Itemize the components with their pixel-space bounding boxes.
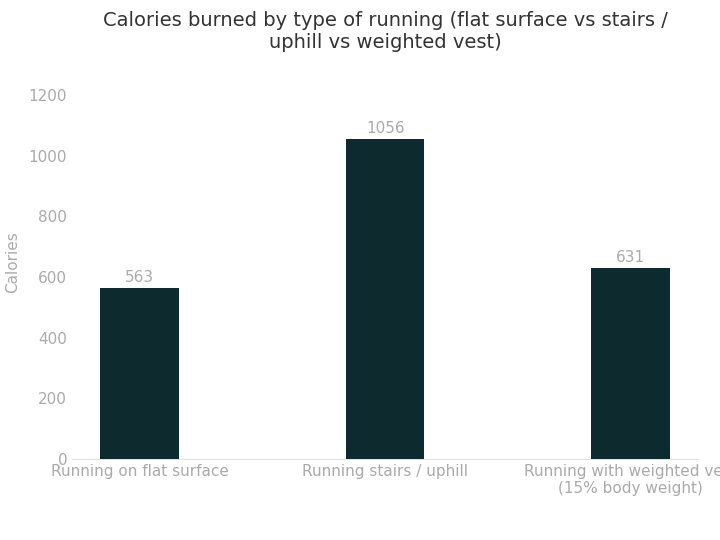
Text: 631: 631 xyxy=(616,249,645,265)
Bar xyxy=(346,139,425,459)
Bar xyxy=(101,288,179,459)
Bar xyxy=(591,268,670,459)
Text: 1056: 1056 xyxy=(366,121,405,136)
Text: 563: 563 xyxy=(125,270,154,285)
Title: Calories burned by type of running (flat surface vs stairs /
uphill vs weighted : Calories burned by type of running (flat… xyxy=(103,11,667,52)
Y-axis label: Calories: Calories xyxy=(5,231,20,293)
